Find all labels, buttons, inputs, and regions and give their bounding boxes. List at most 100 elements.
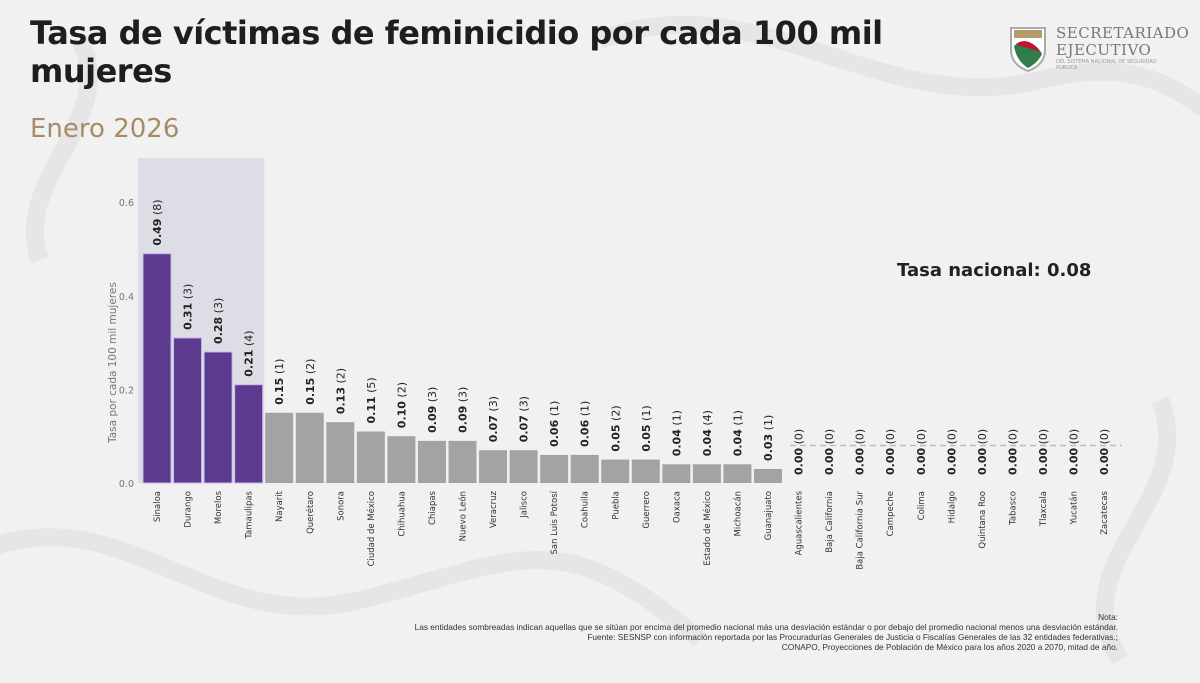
data-label-count: (0) [1006, 429, 1019, 448]
data-label: 0.00 (0) [884, 429, 897, 475]
note-line1: Las entidades sombreadas indican aquella… [414, 622, 1118, 632]
bar-chihuahua [387, 436, 416, 483]
x-tick-label: Sinaloa [153, 491, 163, 522]
x-tick-label: Puebla [611, 491, 621, 520]
bar-veracruz [479, 450, 508, 483]
data-label-count: (0) [823, 429, 836, 448]
x-tick-label: Michoacán [733, 491, 743, 536]
data-label: 0.07 (3) [487, 396, 500, 442]
x-tick-label: Quintana Roo [978, 491, 988, 549]
data-label-value: 0.04 [731, 429, 744, 456]
data-label-value: 0.15 [304, 378, 317, 405]
data-label: 0.00 (0) [1068, 429, 1081, 475]
logo-line3: DEL SISTEMA NACIONAL DE SEGURIDAD PÚBLIC… [1056, 59, 1157, 71]
data-label-value: 0.00 [1098, 448, 1111, 475]
data-label: 0.06 (1) [548, 401, 561, 447]
x-tick-label: Nuevo León [458, 491, 469, 541]
data-label-count: (0) [1098, 429, 1111, 448]
data-label-value: 0.00 [945, 448, 958, 475]
x-tick-label: Tabasco [1008, 491, 1018, 526]
data-label: 0.06 (1) [579, 401, 592, 447]
y-tick-label: 0.2 [119, 385, 134, 396]
data-label: 0.00 (0) [1006, 429, 1019, 475]
data-label-count: (8) [151, 199, 164, 218]
data-label-count: (3) [182, 284, 195, 303]
data-label-count: (0) [976, 429, 989, 448]
x-tick-label: Yucatán [1070, 491, 1080, 525]
bar-oaxaca [662, 464, 691, 483]
data-label: 0.05 (2) [609, 405, 622, 451]
data-label: 0.00 (0) [854, 429, 867, 475]
x-tick-label: Zacatecas [1100, 490, 1110, 534]
data-label-value: 0.07 [518, 415, 531, 442]
x-tick-label: Tlaxcala [1039, 491, 1049, 527]
bar-tamaulipas [234, 384, 264, 484]
data-label-count: (1) [640, 405, 653, 424]
data-label: 0.00 (0) [1098, 429, 1111, 475]
note-line2: Fuente: SESNSP con información reportada… [587, 632, 1118, 642]
page-title: Tasa de víctimas de feminicidio por cada… [30, 14, 883, 90]
x-tick-label: Guanajuato [764, 491, 774, 540]
bar-nuevo-león [448, 440, 477, 483]
data-label: 0.00 (0) [793, 429, 806, 475]
data-label: 0.31 (3) [182, 284, 195, 330]
bar-jalisco [509, 450, 538, 483]
data-label-value: 0.03 [762, 434, 775, 461]
x-tick-label: Oaxaca [672, 491, 682, 523]
data-label: 0.07 (3) [518, 396, 531, 442]
shield-logo-icon [1010, 27, 1046, 73]
data-label: 0.05 (1) [640, 405, 653, 451]
x-tick-label: Chihuahua [397, 491, 407, 537]
x-tick-label: Ciudad de México [366, 491, 377, 566]
data-label: 0.15 (1) [273, 359, 286, 405]
data-label-value: 0.04 [670, 429, 683, 456]
x-tick-label: Aguascalientes [795, 490, 805, 555]
note-line3: CONAPO, Proyecciones de Población de Méx… [781, 642, 1118, 652]
data-label-count: (3) [426, 387, 439, 406]
data-label-value: 0.00 [1037, 448, 1050, 475]
data-label-value: 0.10 [395, 401, 408, 428]
data-label-value: 0.06 [548, 419, 561, 446]
bar-estado-de-méxico [692, 464, 721, 483]
data-label: 0.00 (0) [823, 429, 836, 475]
data-label: 0.49 (8) [151, 199, 164, 245]
data-label: 0.03 (1) [762, 415, 775, 461]
x-tick-label: Veracruz [489, 490, 499, 528]
data-label-count: (0) [945, 429, 958, 448]
secretariado-logo: SECRETARIADO EJECUTIVO DEL SISTEMA NACIO… [1008, 24, 1189, 74]
data-label-count: (2) [395, 382, 408, 401]
x-tick-label: Nayarit [275, 490, 285, 522]
data-label-value: 0.31 [182, 303, 195, 330]
data-label: 0.10 (2) [395, 382, 408, 428]
x-tick-label: Coahuila [581, 491, 591, 528]
data-label-value: 0.13 [334, 387, 347, 414]
x-tick-label: Colima [917, 491, 927, 520]
bar-guerrero [631, 459, 660, 483]
x-tick-label: Morelos [214, 490, 224, 524]
bar-coahuila [570, 454, 599, 483]
data-label-count: (0) [793, 429, 806, 448]
data-label-count: (4) [701, 410, 714, 429]
data-label-value: 0.21 [243, 350, 256, 377]
data-label-value: 0.00 [976, 448, 989, 475]
data-label-count: (3) [212, 298, 225, 317]
data-label: 0.15 (2) [304, 359, 317, 405]
bar-chiapas [417, 440, 446, 483]
x-tick-label: Durango [184, 491, 194, 528]
data-label: 0.04 (4) [701, 410, 714, 456]
data-label-value: 0.49 [151, 219, 164, 246]
data-label: 0.09 (3) [457, 387, 470, 433]
x-tick-label: Campeche [886, 491, 896, 536]
data-label-count: (2) [334, 368, 347, 387]
page-subtitle: Enero 2026 [30, 114, 180, 144]
x-tick-label: Chiapas [428, 490, 438, 524]
data-label-count: (0) [884, 429, 897, 448]
note-heading: Nota: [1098, 612, 1118, 622]
data-label-value: 0.00 [823, 448, 836, 475]
data-label: 0.21 (4) [243, 331, 256, 377]
y-axis-label: Tasa por cada 100 mil mujeres [107, 282, 119, 444]
data-label-count: (1) [731, 410, 744, 429]
data-label: 0.04 (1) [670, 410, 683, 456]
x-tick-label: Querétaro [305, 491, 316, 534]
data-label-count: (0) [1037, 429, 1050, 448]
